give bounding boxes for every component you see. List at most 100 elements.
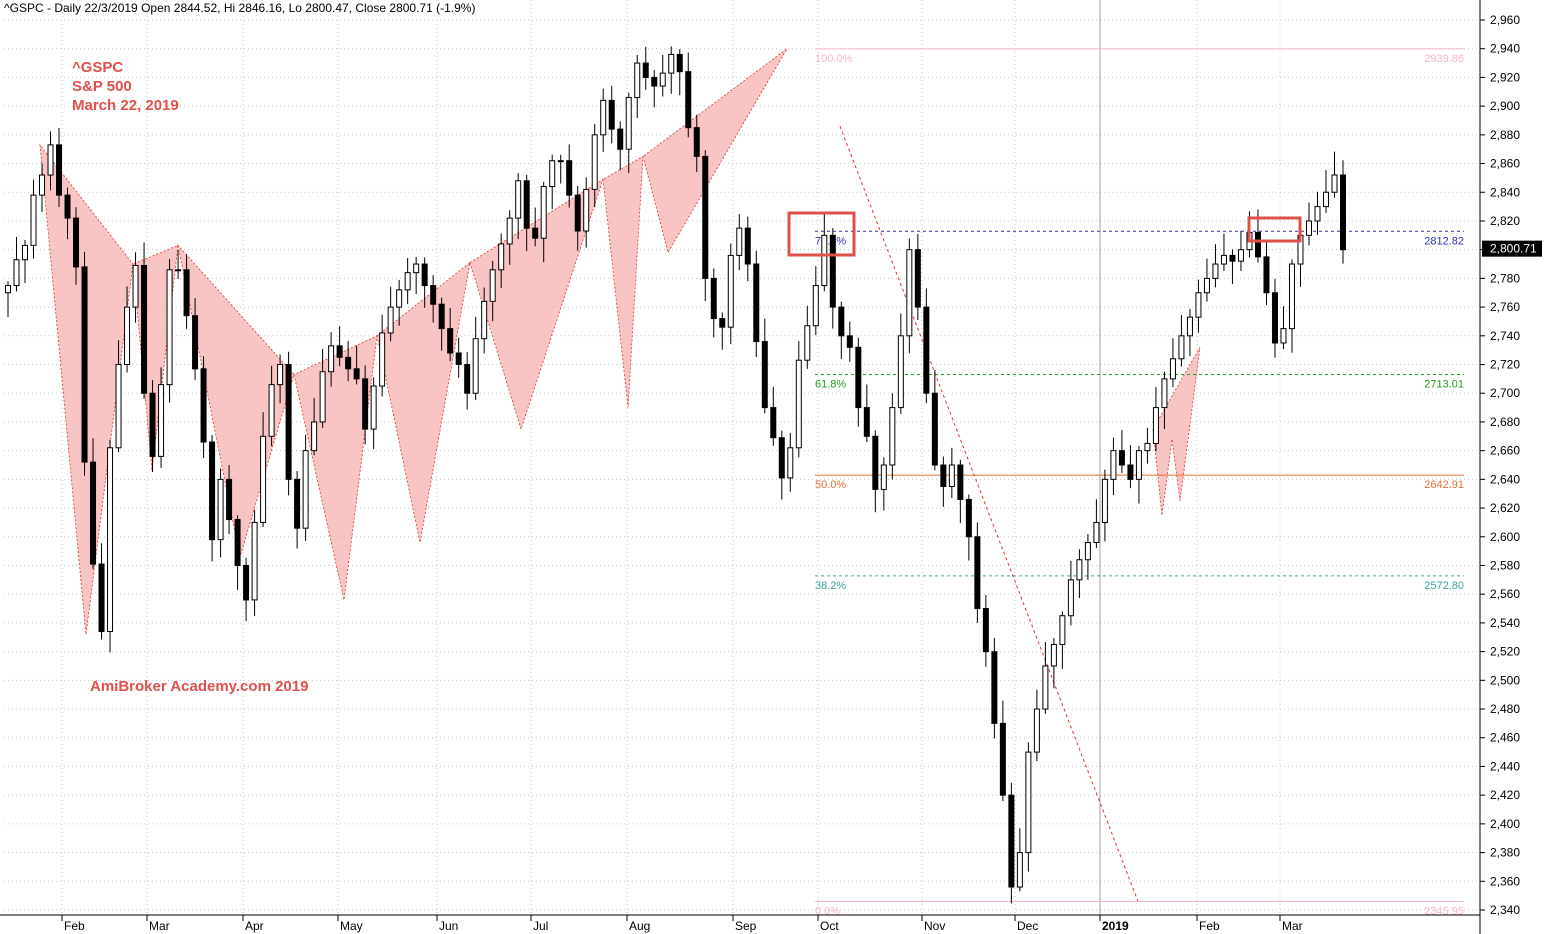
candle xyxy=(421,257,428,308)
candle-body-up xyxy=(1212,263,1219,279)
candle xyxy=(1050,637,1057,689)
candle xyxy=(243,557,250,622)
candle-body-up xyxy=(311,421,318,452)
candle xyxy=(387,286,394,342)
candle-body-down xyxy=(345,356,352,370)
candle-body-down xyxy=(710,277,717,320)
candle-body-up xyxy=(175,269,182,272)
annotation-name: S&P 500 xyxy=(72,78,132,95)
price-axis: 2,340 2,360 2,380 2,400 2,420 2,440 2,460 2,480… xyxy=(1479,0,1542,934)
candle-body-down xyxy=(693,127,700,157)
candle-body-up xyxy=(1076,559,1083,581)
price-tick-label: 2,560 xyxy=(1490,587,1520,601)
candle-body-down xyxy=(438,303,445,330)
candle xyxy=(5,281,11,318)
candle-body-up xyxy=(889,407,896,466)
candle xyxy=(328,332,335,387)
highlight-boxes xyxy=(787,211,1302,257)
candle-body-down xyxy=(676,53,683,73)
candle xyxy=(1152,386,1159,452)
zigzag-triangle xyxy=(177,244,295,557)
candle-body-down xyxy=(685,71,692,129)
candle-body-down xyxy=(651,76,658,87)
header-low-label: Lo xyxy=(288,1,302,15)
time-tick-label: Nov xyxy=(924,919,945,933)
candle xyxy=(1016,828,1023,892)
fib-value-label: 2713.01 xyxy=(1424,379,1464,391)
candle-body-up xyxy=(583,188,590,232)
candle xyxy=(787,432,794,492)
candle xyxy=(183,254,190,329)
candle xyxy=(209,434,216,562)
candle xyxy=(982,595,989,667)
candle xyxy=(481,287,488,354)
candle-body-down xyxy=(285,364,292,480)
candle xyxy=(1093,499,1100,549)
candle xyxy=(974,522,981,623)
candle xyxy=(22,239,29,283)
candle xyxy=(838,301,845,360)
candle xyxy=(1033,689,1040,762)
candle xyxy=(1008,782,1015,904)
zigzag-triangle xyxy=(469,178,604,431)
time-tick-label: Apr xyxy=(245,919,264,933)
candle-body-up xyxy=(370,385,377,430)
price-tick-label: 2,520 xyxy=(1490,645,1520,659)
fib-value-label: 2642.91 xyxy=(1424,479,1464,491)
candle xyxy=(192,298,199,380)
time-tick-label: 2019 xyxy=(1102,919,1129,933)
candle-body-down xyxy=(209,441,216,541)
header-high: 2846.16 xyxy=(238,1,282,15)
candle xyxy=(285,351,292,496)
price-tick-label: 2,900 xyxy=(1490,99,1520,113)
candle-body-up xyxy=(1050,643,1057,667)
candle xyxy=(455,337,462,378)
candle-body-up xyxy=(1220,254,1227,265)
candle xyxy=(991,637,998,739)
header-change: (-1.9%) xyxy=(436,1,476,15)
chart-header: ^GSPC - Daily 22/3/2019 Open 2844.52, Hi… xyxy=(4,1,476,15)
candle-body-down xyxy=(1340,174,1346,251)
price-tick-label: 2,760 xyxy=(1490,300,1520,314)
candle-body-down xyxy=(1118,450,1125,466)
candle-body-down xyxy=(336,345,343,358)
candle-body-down xyxy=(566,160,573,196)
fib-value-label: 2939.86 xyxy=(1424,53,1464,65)
candle-body-up xyxy=(1093,521,1100,544)
candle-body-down xyxy=(931,392,938,466)
time-tick-label: Feb xyxy=(1199,919,1220,933)
candle-body-up xyxy=(540,186,547,239)
candle xyxy=(1169,338,1176,388)
watermark: AmiBroker Academy.com 2019 xyxy=(90,678,309,695)
price-tick-label: 2,720 xyxy=(1490,358,1520,372)
candle-body-up xyxy=(812,285,819,327)
candle xyxy=(268,365,275,447)
candle-body-down xyxy=(846,335,853,348)
candle xyxy=(1178,314,1185,367)
candle xyxy=(1135,445,1142,504)
candle xyxy=(702,150,709,301)
header-close: 2800.71 xyxy=(389,1,433,15)
candle xyxy=(1076,549,1083,599)
price-tick-label: 2,940 xyxy=(1490,42,1520,56)
candle xyxy=(166,258,173,403)
candle-body-down xyxy=(56,144,63,196)
candle xyxy=(566,144,573,208)
candle xyxy=(795,341,802,458)
candle-body-down xyxy=(464,364,471,394)
candle-body-down xyxy=(532,227,539,239)
candle xyxy=(855,337,862,427)
candle xyxy=(1161,371,1168,430)
candle xyxy=(1229,249,1236,284)
candle xyxy=(744,216,751,282)
candle-body-down xyxy=(608,99,615,130)
candle-body-up xyxy=(1101,478,1108,523)
candle-body-down xyxy=(770,407,777,439)
candle-body-up xyxy=(948,464,955,488)
candle xyxy=(302,434,309,541)
price-tick-label: 2,860 xyxy=(1490,157,1520,171)
candle-body-up xyxy=(1042,665,1049,710)
candle-body-down xyxy=(642,62,649,78)
time-tick-label: Aug xyxy=(629,919,650,933)
